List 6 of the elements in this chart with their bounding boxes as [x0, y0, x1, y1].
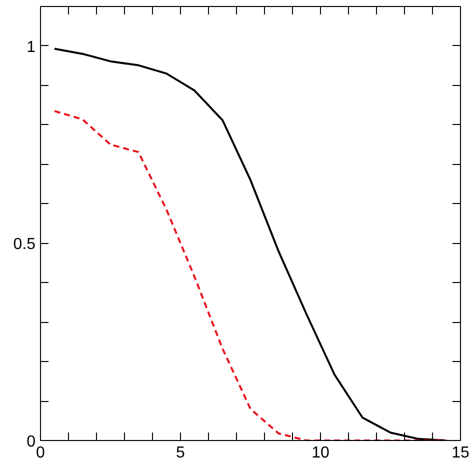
x-tick-label: 10 — [312, 444, 330, 462]
y-tick-label: 1 — [26, 38, 36, 56]
y-tick-label: 0.5 — [13, 236, 36, 254]
x-tick-label: 5 — [176, 444, 186, 462]
x-tick-label: 15 — [452, 444, 470, 462]
y-tick-label: 0 — [26, 434, 36, 450]
